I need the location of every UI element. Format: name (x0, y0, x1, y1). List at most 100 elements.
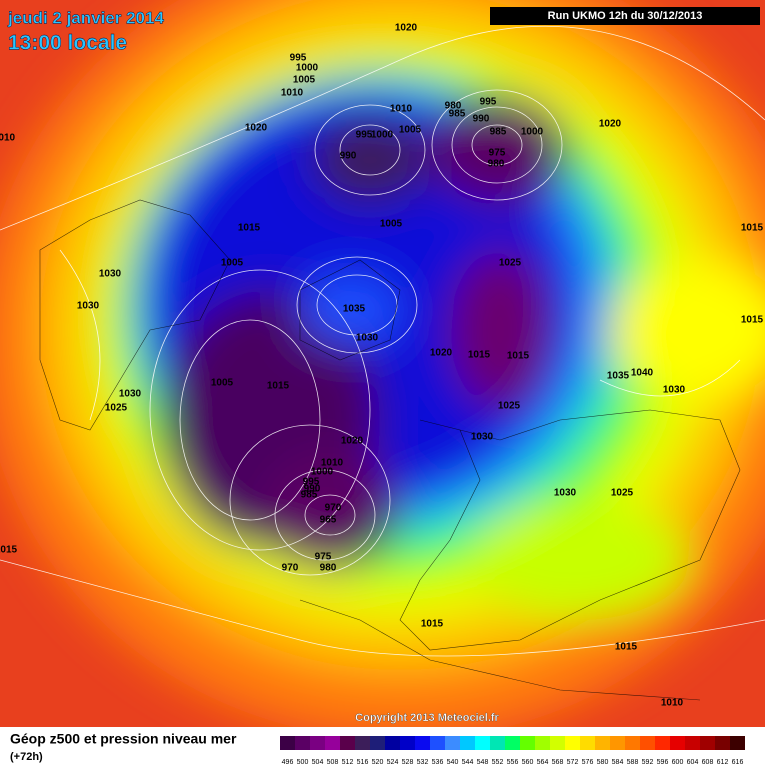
isobar-label: 995 (303, 477, 320, 488)
isobar-label: 995 (290, 53, 307, 64)
isobar-label: 1005 (221, 258, 244, 269)
scale-swatch (715, 736, 730, 750)
scale-label: 544 (462, 759, 474, 766)
run-box (490, 7, 760, 25)
scale-label: 572 (567, 759, 579, 766)
scale-swatch (655, 736, 670, 750)
isobar-label: 1035 (607, 371, 630, 382)
isobar-label: 1030 (99, 269, 122, 280)
scale-swatch (685, 736, 700, 750)
isobar-label: 1000 (521, 127, 544, 138)
isobar-label: 1015 (615, 642, 638, 653)
isobar-label: 1010 (281, 88, 304, 99)
isobar-label: 1015 (468, 350, 491, 361)
isobar-label: 1020 (599, 119, 622, 130)
isobar-label: 1035 (343, 304, 366, 315)
isobar-labels: 1020995100010051010102010101010100598098… (0, 23, 764, 709)
isobar-label: 1020 (395, 23, 418, 34)
isobar-label: 1025 (499, 258, 522, 269)
isobar-label: 1025 (105, 403, 128, 414)
scale-swatch (475, 736, 490, 750)
isobar-label: 1005 (380, 219, 403, 230)
scale-label: 496 (282, 759, 294, 766)
scale-label: 592 (642, 759, 654, 766)
isobar-label: 990 (340, 151, 357, 162)
isobar-label: 1015 (0, 545, 18, 556)
scale-swatch (415, 736, 430, 750)
scale-label: 508 (327, 759, 339, 766)
scale-swatch (340, 736, 355, 750)
isobar-label: 965 (320, 515, 337, 526)
isobar-label: 1020 (430, 348, 453, 359)
isobar-label: 1005 (211, 378, 234, 389)
isobar-label: 1030 (77, 301, 100, 312)
isobar-label: 1015 (507, 351, 530, 362)
isobar-label: 1015 (238, 223, 261, 234)
scale-swatch (295, 736, 310, 750)
scale-swatch (625, 736, 640, 750)
isobar-label: 1020 (341, 436, 364, 447)
isobar-label: 980 (488, 159, 505, 170)
isobar-label: 1000 (311, 467, 334, 478)
scale-swatch (430, 736, 445, 750)
scale-label: 536 (432, 759, 444, 766)
scale-label: 528 (402, 759, 414, 766)
isobar-label: 1015 (741, 315, 764, 326)
scale-label: 576 (582, 759, 594, 766)
scale-swatch (610, 736, 625, 750)
scale-label: 520 (372, 759, 384, 766)
scale-swatch (670, 736, 685, 750)
footer-lead: (+72h) (10, 751, 43, 763)
scale-swatch (445, 736, 460, 750)
isobar-label: 985 (490, 127, 507, 138)
scale-swatch (565, 736, 580, 750)
scale-label: 568 (552, 759, 564, 766)
scale-label: 604 (687, 759, 699, 766)
isobar-label: 995 (480, 97, 497, 108)
isobar-label: 1030 (356, 333, 379, 344)
isobar-label: 970 (282, 563, 299, 574)
scale-swatch (400, 736, 415, 750)
scale-label: 548 (477, 759, 489, 766)
scale-label: 560 (522, 759, 534, 766)
isobar-label: 1030 (119, 389, 142, 400)
scale-swatch (325, 736, 340, 750)
isobar-label: 1010 (661, 698, 684, 709)
isobar-label: 1005 (293, 75, 316, 86)
field (0, 0, 765, 727)
isobar-label: 1025 (611, 488, 634, 499)
isobar-label: 1030 (554, 488, 577, 499)
scale-swatch (355, 736, 370, 750)
footer: Géop z500 et pression niveau mer (+72h) … (10, 731, 745, 766)
scale-swatch (595, 736, 610, 750)
scale-swatch (730, 736, 745, 750)
scale-swatch (640, 736, 655, 750)
scale-label: 588 (627, 759, 639, 766)
isobar-label: 990 (304, 484, 321, 495)
isobar-label: 1010 (321, 458, 344, 469)
isobar-label: 1010 (390, 104, 413, 115)
color-scale: 496 500 504 508 512 516 520 524 528 532 536 540 544 5… (280, 736, 745, 766)
isobar-label: 1000 (296, 63, 319, 74)
isobar-label: 1005 (399, 125, 422, 136)
isobar-label: 1020 (245, 123, 268, 134)
isobar-label: 1010 (0, 133, 16, 144)
scale-swatch (700, 736, 715, 750)
scale-label: 608 (702, 759, 714, 766)
run-info: Run UKMO 12h du 30/12/2013 (548, 10, 703, 22)
scale-swatch (580, 736, 595, 750)
isobar-label: 1030 (471, 432, 494, 443)
scale-label: 596 (657, 759, 669, 766)
isobar-label: 980 (445, 101, 462, 112)
isobar-label: 990 (473, 114, 490, 125)
copyright: Copyright 2013 Meteociel.fr (355, 712, 499, 724)
isobar-label: 980 (320, 563, 337, 574)
scale-label: 556 (507, 759, 519, 766)
scale-swatch (490, 736, 505, 750)
scale-label: 600 (672, 759, 684, 766)
isobar-label: 970 (325, 503, 342, 514)
scale-label: 540 (447, 759, 459, 766)
isobar-label: 985 (301, 490, 318, 501)
scale-swatch (535, 736, 550, 750)
